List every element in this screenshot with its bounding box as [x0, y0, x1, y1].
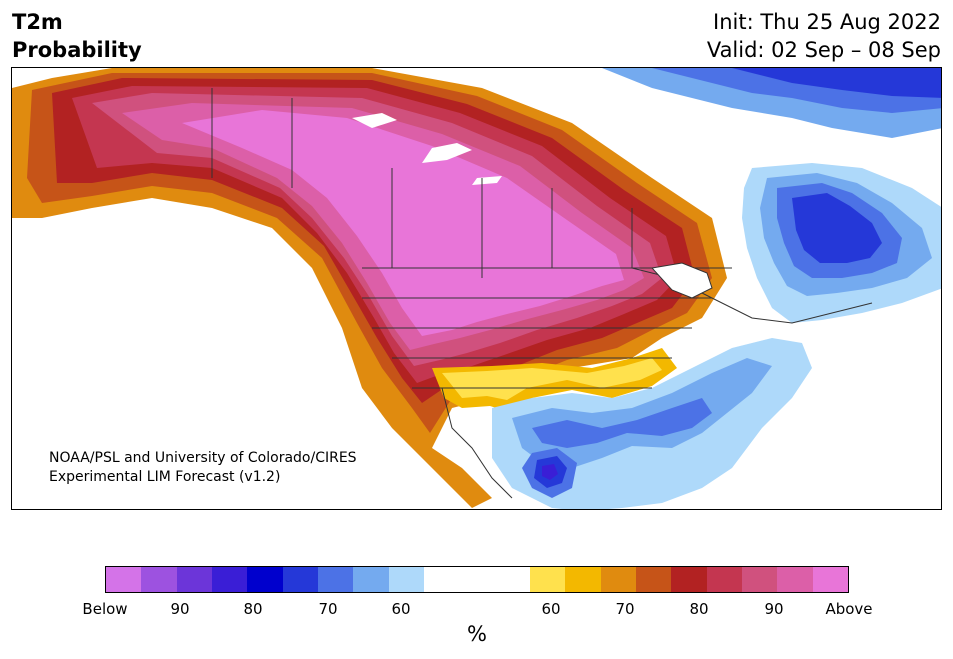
colorbar-tick-label: 60 — [391, 600, 411, 618]
colorbar-segment — [106, 567, 142, 592]
colorbar-segment — [317, 567, 354, 592]
colorbar-tick-label: Below — [82, 600, 128, 618]
colorbar-segment — [741, 567, 778, 592]
colorbar-segment — [211, 567, 248, 592]
colorbar-tick-label: 70 — [318, 600, 338, 618]
southwest-warm-band — [432, 348, 677, 413]
colorbar-segment — [600, 567, 636, 592]
colorbar-tick-label: 90 — [764, 600, 784, 618]
credit-line-2: Experimental LIM Forecast (v1.2) — [49, 469, 281, 485]
forecast-dates: Init: Thu 25 Aug 2022 Valid: 02 Sep – 08… — [707, 8, 941, 64]
init-date: Init: Thu 25 Aug 2022 — [713, 10, 941, 34]
colorbar-segment — [565, 567, 601, 592]
colorbar-segment — [777, 567, 813, 592]
colorbar-segment — [706, 567, 742, 592]
map-title: T2m Probability — [12, 8, 142, 64]
colorbar-segment — [141, 567, 177, 592]
colorbar-tick-label: 90 — [170, 600, 190, 618]
cool-anomaly-northeast — [602, 68, 941, 338]
colorbar-segment — [247, 567, 283, 592]
great-lakes — [651, 262, 713, 299]
probability-map — [12, 68, 941, 509]
credit-line-1: NOAA/PSL and University of Colorado/CIRE… — [49, 450, 357, 466]
colorbar-segment — [635, 567, 672, 592]
colorbar-tick-label: 80 — [689, 600, 709, 618]
colorbar-tick-label: 70 — [615, 600, 635, 618]
colorbar-tick-label: 80 — [243, 600, 263, 618]
colorbar-unit: % — [467, 622, 487, 646]
forecast-credit: NOAA/PSL and University of Colorado/CIRE… — [49, 449, 357, 487]
probability-colorbar — [105, 566, 849, 593]
colorbar-segment — [176, 567, 212, 592]
title-variable: T2m — [12, 10, 63, 34]
colorbar-segment — [423, 567, 530, 592]
lakes — [352, 113, 502, 185]
map-panel: NOAA/PSL and University of Colorado/CIRE… — [11, 67, 942, 510]
colorbar-tick-label: Above — [825, 600, 873, 618]
title-quantity: Probability — [12, 38, 142, 62]
cool-anomaly-southeast — [492, 338, 812, 509]
colorbar-segment — [388, 567, 424, 592]
colorbar-segment — [812, 567, 848, 592]
colorbar-segment — [671, 567, 707, 592]
colorbar-segment — [353, 567, 389, 592]
valid-period: Valid: 02 Sep – 08 Sep — [706, 38, 941, 62]
colorbar-tick-label: 60 — [541, 600, 561, 618]
colorbar-segment — [529, 567, 566, 592]
colorbar-segment — [282, 567, 318, 592]
